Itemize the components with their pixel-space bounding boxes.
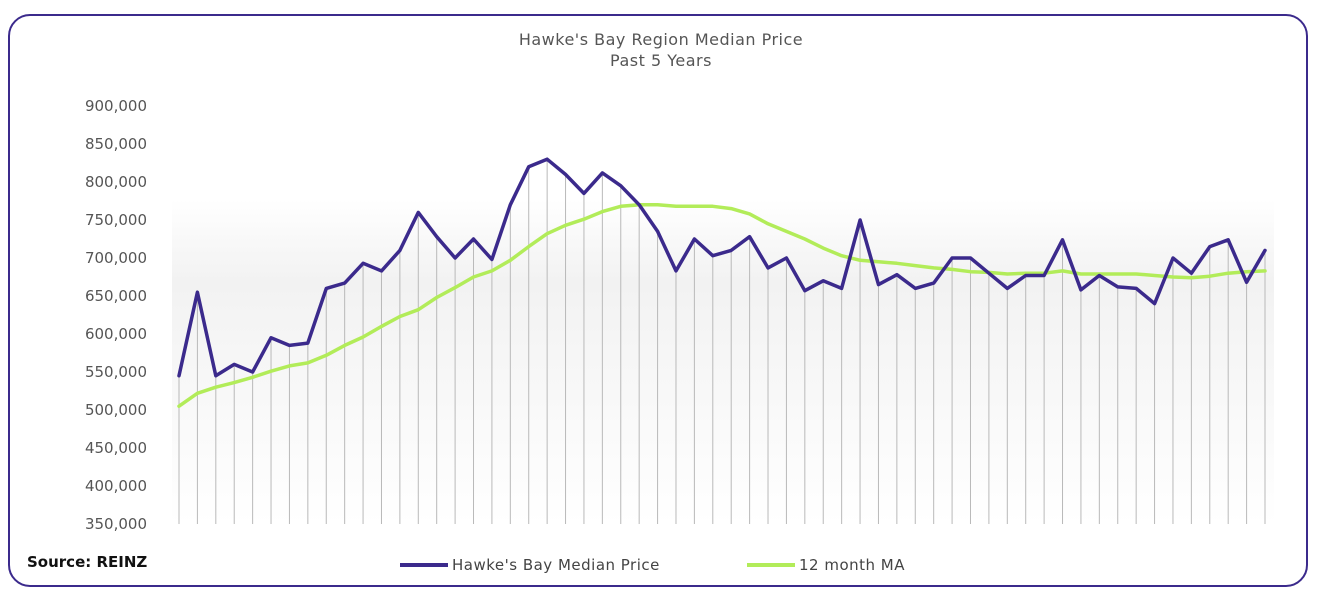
y-tick-label: 650,000 — [85, 287, 147, 305]
y-tick-label: 550,000 — [85, 363, 147, 381]
plot-area — [172, 200, 1274, 525]
y-tick-label: 850,000 — [85, 135, 147, 153]
y-tick-label: 450,000 — [85, 439, 147, 457]
series-line-12-month-ma — [177, 203, 1267, 408]
y-tick-label: 700,000 — [85, 249, 147, 267]
legend-swatch-median — [400, 563, 448, 567]
chart-title: Hawke's Bay Region Median Price — [518, 30, 804, 49]
y-tick-label: 900,000 — [85, 97, 147, 115]
y-tick-label: 350,000 — [85, 515, 147, 533]
legend-label-median: Hawke's Bay Median Price — [452, 556, 660, 574]
y-tick-label: 750,000 — [85, 211, 147, 229]
legend-item-median: Hawke's Bay Median Price — [400, 556, 660, 574]
drop-lines — [178, 159, 1266, 524]
legend-swatch-ma — [747, 563, 795, 567]
y-tick-label: 500,000 — [85, 401, 147, 419]
legend-label-ma: 12 month MA — [799, 556, 906, 574]
series-line-median-price — [177, 157, 1267, 378]
source-label: Source: REINZ — [27, 553, 148, 571]
y-tick-label: 400,000 — [85, 477, 147, 495]
legend-item-ma: 12 month MA — [747, 556, 905, 574]
y-tick-label: 800,000 — [85, 173, 147, 191]
y-axis: 900,000 850,000 800,000 750,000 700,000 650,0… — [85, 97, 147, 533]
y-tick-label: 600,000 — [85, 325, 147, 343]
chart-subtitle: Past 5 Years — [610, 51, 712, 70]
series-lines — [177, 157, 1267, 408]
